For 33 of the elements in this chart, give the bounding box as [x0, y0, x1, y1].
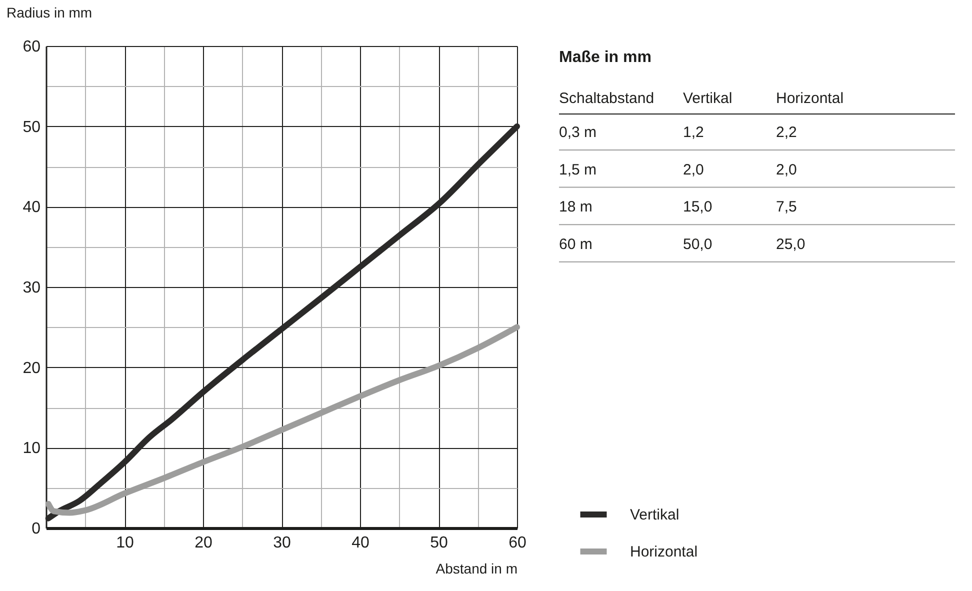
text: 2,0	[683, 161, 704, 178]
text: 2,0	[776, 161, 797, 178]
x-tick-label: 50	[430, 534, 448, 552]
text: 15,0	[683, 198, 712, 216]
y-tick-label: 60	[22, 38, 41, 56]
text: Maße in mm	[559, 49, 652, 66]
text: Horizontal	[776, 90, 844, 107]
legend-label: Vertikal	[630, 506, 680, 524]
y-tick-label: 50	[22, 118, 41, 136]
y-tick-label: 40	[22, 199, 41, 216]
y-axis-title: Radius in mm	[6, 4, 92, 20]
x-tick-label: 60	[508, 534, 526, 552]
text: 1,5 m	[559, 161, 597, 178]
x-tick-label: 30	[273, 534, 291, 552]
text: 18 m	[559, 198, 592, 216]
text: 50,0	[683, 236, 712, 253]
y-tick-label: 0	[32, 520, 41, 538]
x-tick-label: 10	[116, 534, 134, 552]
y-tick-label: 30	[22, 280, 41, 296]
y-tick-label: 20	[22, 360, 41, 377]
text: Vertikal	[683, 90, 732, 107]
text: 0,3 m	[559, 124, 597, 141]
text: 1,2	[683, 124, 704, 141]
x-axis-title: Abstand in m	[436, 560, 518, 576]
x-tick-label: 40	[352, 534, 370, 552]
x-tick-label: 20	[194, 534, 212, 552]
legend-label: Horizontal	[630, 544, 698, 560]
text: 7,5	[776, 198, 797, 216]
text: Schaltabstand	[559, 90, 654, 107]
text: 60 m	[559, 236, 592, 253]
text: 2,2	[776, 124, 797, 141]
y-tick-label: 10	[22, 440, 41, 458]
text: 25,0	[776, 236, 806, 253]
